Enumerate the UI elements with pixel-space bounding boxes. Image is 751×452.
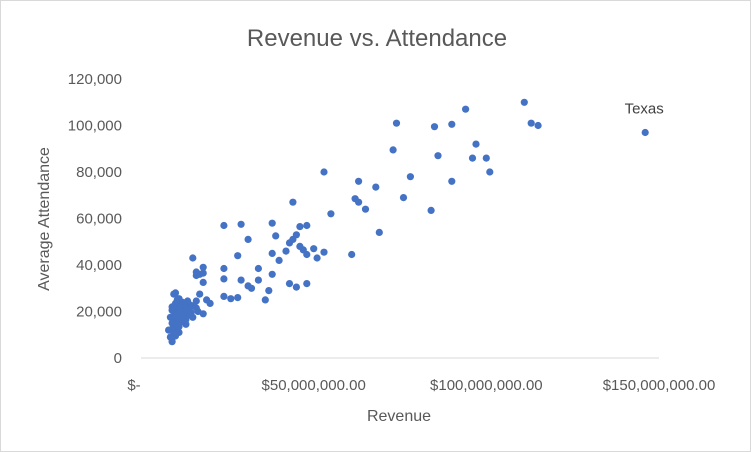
data-point (303, 250, 311, 259)
data-point (303, 280, 311, 288)
x-axis-ticks: $- $50,000,000.00 $100,000,000.00 $150,000,… (127, 377, 715, 394)
data-point (166, 333, 174, 341)
data-point (313, 254, 321, 262)
annotation-texas: Texas (625, 100, 664, 117)
data-point (282, 247, 290, 255)
data-point (261, 296, 269, 304)
data-point (320, 248, 328, 256)
data-point (268, 219, 276, 227)
y-axis-ticks: 0 20,000 40,000 60,000 80,000 100,000 120,000 (68, 71, 122, 367)
data-point (173, 296, 181, 304)
data-point (285, 239, 294, 247)
data-point (220, 292, 228, 300)
data-point (175, 323, 183, 331)
data-point (175, 328, 183, 336)
data-point (348, 250, 356, 259)
data-point (355, 177, 363, 185)
y-tick-label: 120,000 (68, 71, 122, 88)
data-point (462, 105, 470, 113)
data-point (296, 223, 304, 231)
data-point (182, 306, 190, 314)
data-point (165, 326, 173, 334)
y-tick-label: 40,000 (76, 257, 122, 274)
data-point (168, 303, 176, 311)
data-point (468, 154, 477, 162)
data-point (196, 290, 204, 298)
data-point (641, 128, 649, 137)
data-point (184, 297, 192, 305)
data-point (448, 177, 456, 185)
data-point (247, 284, 256, 292)
data-point (392, 119, 401, 127)
data-point (361, 205, 370, 213)
data-point (375, 228, 383, 236)
data-point (285, 280, 294, 288)
data-point (254, 264, 262, 273)
data-point (237, 220, 245, 228)
data-point (272, 232, 280, 240)
x-axis-title: Revenue (367, 408, 431, 425)
data-point (430, 123, 439, 131)
data-point (292, 283, 300, 291)
data-point (303, 221, 311, 230)
data-point (389, 146, 397, 154)
data-point (520, 98, 528, 106)
data-points (165, 98, 649, 346)
data-point (355, 198, 363, 206)
data-point (220, 275, 228, 283)
data-point (192, 271, 200, 280)
data-point (486, 168, 494, 176)
data-point (189, 254, 197, 262)
data-point (399, 194, 408, 202)
data-point (178, 314, 186, 323)
data-point (448, 120, 456, 128)
data-point (175, 309, 183, 317)
data-point (275, 256, 283, 264)
y-tick-label: 100,000 (68, 118, 122, 135)
data-point (234, 294, 242, 302)
chart-title: Revenue vs. Attendance (247, 25, 507, 52)
x-tick-label: $50,000,000.00 (262, 377, 366, 394)
data-point (289, 198, 297, 206)
data-point (170, 290, 178, 298)
data-point (194, 307, 202, 316)
y-tick-label: 20,000 (76, 304, 122, 321)
data-point (427, 206, 435, 214)
data-point (320, 168, 328, 176)
data-point (203, 296, 211, 304)
data-point (268, 270, 276, 278)
data-point (199, 278, 207, 286)
data-point (254, 276, 262, 284)
data-point (244, 235, 252, 243)
data-point (527, 119, 535, 127)
data-point (265, 287, 273, 295)
y-tick-label: 80,000 (76, 164, 122, 181)
data-point (534, 121, 542, 130)
x-tick-label: $150,000,000.00 (603, 377, 716, 394)
data-point (482, 154, 490, 162)
data-point (472, 140, 480, 148)
data-point (310, 245, 318, 253)
y-axis-title: Average Attendance (36, 147, 53, 291)
data-point (327, 210, 335, 218)
data-point (268, 249, 276, 257)
x-tick-label: $- (127, 377, 140, 394)
data-point (237, 276, 245, 284)
data-point (220, 221, 228, 230)
data-point (227, 295, 235, 303)
x-tick-label: $100,000,000.00 (430, 377, 543, 394)
data-point (199, 263, 207, 271)
data-point (220, 264, 228, 273)
y-tick-label: 60,000 (76, 211, 122, 228)
data-point (372, 183, 380, 191)
data-point (434, 152, 442, 160)
data-point (199, 269, 207, 277)
data-point (234, 252, 242, 260)
y-tick-label: 0 (114, 350, 122, 367)
data-point (406, 173, 414, 181)
